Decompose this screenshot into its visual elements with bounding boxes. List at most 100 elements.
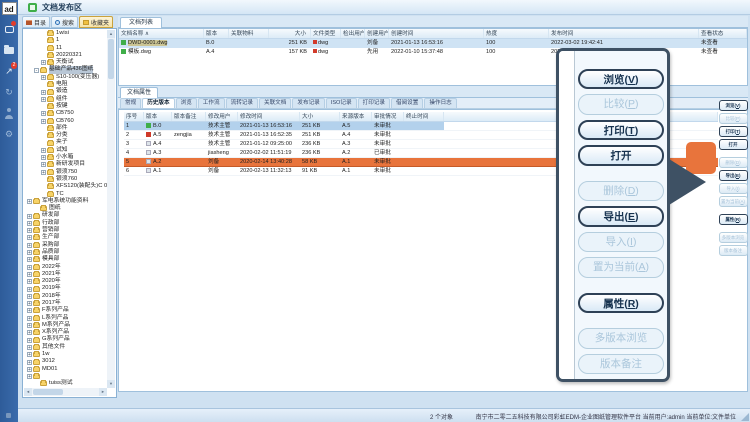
tree-item[interactable]: +2017年: [24, 300, 107, 307]
doclist-col-header[interactable]: 关联物料: [229, 29, 269, 38]
history-col-header[interactable]: 序号: [124, 112, 144, 121]
action-button-浏览[interactable]: 浏览(V): [718, 100, 748, 111]
tree-expand-icon[interactable]: +: [27, 374, 32, 381]
doclist-col-header[interactable]: 发布时间: [549, 29, 699, 38]
tree-expand-icon[interactable]: +: [27, 235, 32, 242]
doclist-col-header[interactable]: 检出用户: [343, 29, 365, 38]
tab-document-props[interactable]: 文档属性: [120, 87, 159, 98]
tree-item[interactable]: + F系列产品: [24, 307, 107, 314]
doclist-col-header[interactable]: 查看状态: [699, 29, 747, 38]
tree-expand-icon[interactable]: +: [27, 323, 32, 330]
scroll-right-icon[interactable]: ►: [99, 388, 107, 396]
tree-item[interactable]: TC: [24, 191, 107, 198]
tree-item[interactable]: + 银须750: [24, 169, 107, 176]
tree-item[interactable]: + 营销部: [24, 227, 107, 234]
documents-icon[interactable]: [2, 44, 16, 57]
tree-expand-icon[interactable]: +: [27, 264, 32, 271]
tree-item[interactable]: + 军电系统功能资料: [24, 198, 107, 205]
props-tab-工作流[interactable]: 工作流: [197, 98, 225, 108]
tree-expand-icon[interactable]: +: [27, 198, 32, 205]
history-row[interactable]: 4 A.3 jiasheng 2020-02-02 11:51:19 236 KB A.2…: [124, 149, 718, 158]
tree-expand-icon[interactable]: +: [27, 366, 32, 373]
tree-item[interactable]: + 组件: [24, 96, 107, 103]
doclist-col-header[interactable]: 文档名称 ∧: [119, 29, 204, 38]
props-tab-浏览[interactable]: 浏览: [175, 98, 197, 108]
action-button-导出[interactable]: 导出(E): [718, 170, 748, 181]
doclist-col-header[interactable]: 文件类型: [311, 29, 341, 38]
history-row[interactable]: 2 A.5 zengjia 技术主管 2021-01-13 16:52:35 251 KB…: [124, 131, 718, 140]
tree-item[interactable]: + 天衡试: [24, 59, 107, 66]
tree-item[interactable]: 11: [24, 45, 107, 52]
action-button-浏览[interactable]: 浏览(V): [578, 69, 664, 90]
tree-expand-icon[interactable]: +: [27, 279, 32, 286]
action-button-打开[interactable]: 打开: [718, 139, 748, 150]
tree-expand-icon[interactable]: +: [41, 147, 46, 154]
tree-item[interactable]: XFS120(装配头)C 0 图纸: [24, 183, 107, 190]
props-tab-常规[interactable]: 常规: [120, 98, 142, 108]
tree-item[interactable]: + X系列产品: [24, 329, 107, 336]
action-button-属性[interactable]: 属性(R): [578, 292, 664, 314]
tree-item[interactable]: + 锻造: [24, 88, 107, 95]
props-tab-打印记录[interactable]: 打印记录: [357, 98, 390, 108]
tree-expand-icon[interactable]: +: [27, 301, 32, 308]
history-col-header[interactable]: 终止时间: [404, 112, 444, 121]
tree-expand-icon[interactable]: +: [27, 242, 32, 249]
props-tab-历史版本[interactable]: 历史版本: [142, 98, 175, 108]
chart-icon[interactable]: ↗ 2: [2, 62, 17, 78]
tree-vertical-scrollbar[interactable]: ▲ ▼: [107, 30, 115, 388]
props-tab-操作日志[interactable]: 操作日志: [424, 98, 457, 108]
tree-item[interactable]: + 研发部: [24, 212, 107, 219]
history-col-header[interactable]: 修改时间: [238, 112, 300, 121]
tree-item[interactable]: - 基础产品436图纸: [24, 66, 107, 74]
tree-item[interactable]: +2020年: [24, 278, 107, 285]
tree-item[interactable]: + 其他文件: [24, 344, 107, 351]
gear-icon[interactable]: ⚙: [4, 129, 14, 139]
tree-expand-icon[interactable]: +: [41, 96, 46, 103]
history-col-header[interactable]: 审批情况: [372, 112, 404, 121]
tree-item[interactable]: 银须760: [24, 176, 107, 183]
scroll-up-icon[interactable]: ▲: [107, 30, 115, 38]
tree-item[interactable]: + L系列产品: [24, 315, 107, 322]
tree-item[interactable]: +2018年: [24, 293, 107, 300]
tree-item[interactable]: +2021年: [24, 271, 107, 278]
tree-item[interactable]: + MD01: [24, 366, 107, 373]
tree-item[interactable]: 20220321: [24, 52, 107, 59]
tree-expand-icon[interactable]: +: [27, 271, 32, 278]
history-col-header[interactable]: 来源版本: [340, 112, 372, 121]
action-button-打印[interactable]: 打印(T): [718, 126, 748, 137]
tray-dot-icon[interactable]: [6, 413, 11, 418]
tree-item[interactable]: + 新研发项目: [24, 161, 107, 168]
tree-item[interactable]: +2019年: [24, 285, 107, 292]
tree-expand-icon[interactable]: +: [41, 74, 46, 81]
history-row[interactable]: 3 A.4 技术主管 2021-01-12 09:25:00 236 KB A.3 未审批: [124, 140, 718, 149]
tree-expand-icon[interactable]: +: [27, 228, 32, 235]
folder-tab-2[interactable]: 收藏夹: [79, 16, 114, 28]
props-tab-流转记录[interactable]: 流转记录: [225, 98, 258, 108]
tree-item[interactable]: +1w: [24, 351, 107, 358]
history-row[interactable]: 1 B.0 技术主管 2021-01-13 16:53:16 251 KB A.5 未审批: [124, 122, 718, 131]
tree-expand-icon[interactable]: +: [41, 169, 46, 176]
tree-expand-icon[interactable]: +: [41, 89, 46, 96]
tree-expand-icon[interactable]: +: [27, 315, 32, 322]
tree-item[interactable]: + CB760: [24, 118, 107, 125]
tree-expand-icon[interactable]: +: [27, 213, 32, 220]
tab-document-list[interactable]: 文档列表: [120, 17, 163, 28]
tree-expand-icon[interactable]: +: [41, 118, 46, 125]
tree-expand-icon[interactable]: +: [41, 60, 46, 67]
tree-item[interactable]: +2022年: [24, 264, 107, 271]
folder-tab-1[interactable]: 搜索: [51, 16, 79, 28]
doclist-col-header[interactable]: 版本: [204, 29, 229, 38]
props-tab-关联文档[interactable]: 关联文档: [258, 98, 292, 108]
user-icon[interactable]: [2, 107, 16, 120]
action-button-导出[interactable]: 导出(E): [578, 206, 664, 227]
scroll-thumb[interactable]: [108, 39, 114, 79]
history-col-header[interactable]: 版本: [144, 112, 172, 121]
history-col-header[interactable]: [444, 112, 718, 121]
tree-expand-icon[interactable]: -: [34, 67, 39, 74]
tree-item[interactable]: 电阻: [24, 81, 107, 88]
tree-expand-icon[interactable]: +: [27, 293, 32, 300]
tree-item[interactable]: +3012: [24, 358, 107, 365]
tree-item[interactable]: 分类: [24, 132, 107, 139]
scroll-thumb-h[interactable]: [33, 389, 63, 395]
tree-horizontal-scrollbar[interactable]: ◄ ►: [24, 388, 107, 396]
